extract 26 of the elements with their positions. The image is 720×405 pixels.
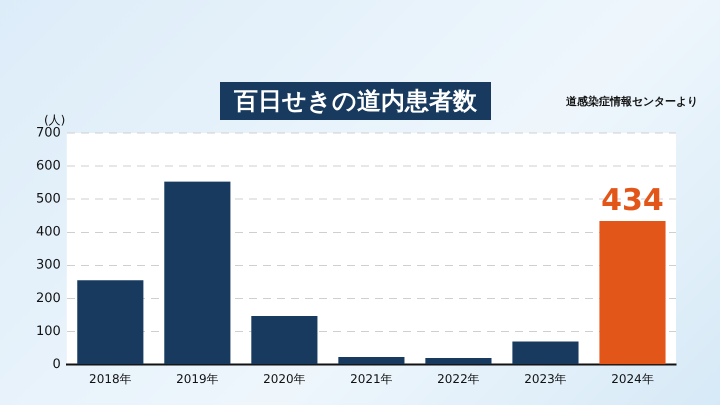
x-tick-label: 2022年 <box>437 372 480 386</box>
x-tick-label: 2023年 <box>524 372 567 386</box>
bar <box>164 182 230 364</box>
y-tick-label: 100 <box>36 324 61 339</box>
data-label: 434 <box>601 182 664 218</box>
y-tick-label: 600 <box>36 158 61 174</box>
y-tick-label: 300 <box>36 258 61 273</box>
x-tick-label: 2019年 <box>176 372 219 386</box>
x-tick-label: 2024年 <box>611 372 654 386</box>
bar <box>338 356 404 364</box>
bar <box>512 341 579 364</box>
y-tick-label: 400 <box>36 224 61 240</box>
x-tick-label: 2021年 <box>350 372 393 386</box>
y-tick-label: 700 <box>36 125 61 140</box>
y-axis-title: (人) <box>44 112 66 127</box>
x-tick-label: 2020年 <box>263 372 306 386</box>
bar <box>251 316 318 364</box>
text: 道感染症情報センターより <box>566 94 698 109</box>
bar <box>599 221 666 364</box>
bar <box>77 280 144 364</box>
y-tick-label: 0 <box>52 356 61 372</box>
x-tick-label: 2018年 <box>89 372 132 386</box>
bar <box>425 358 492 364</box>
y-tick-label: 500 <box>36 192 61 207</box>
chart-title: 百日せきの道内患者数 <box>220 82 491 120</box>
y-tick-label: 200 <box>36 290 61 306</box>
